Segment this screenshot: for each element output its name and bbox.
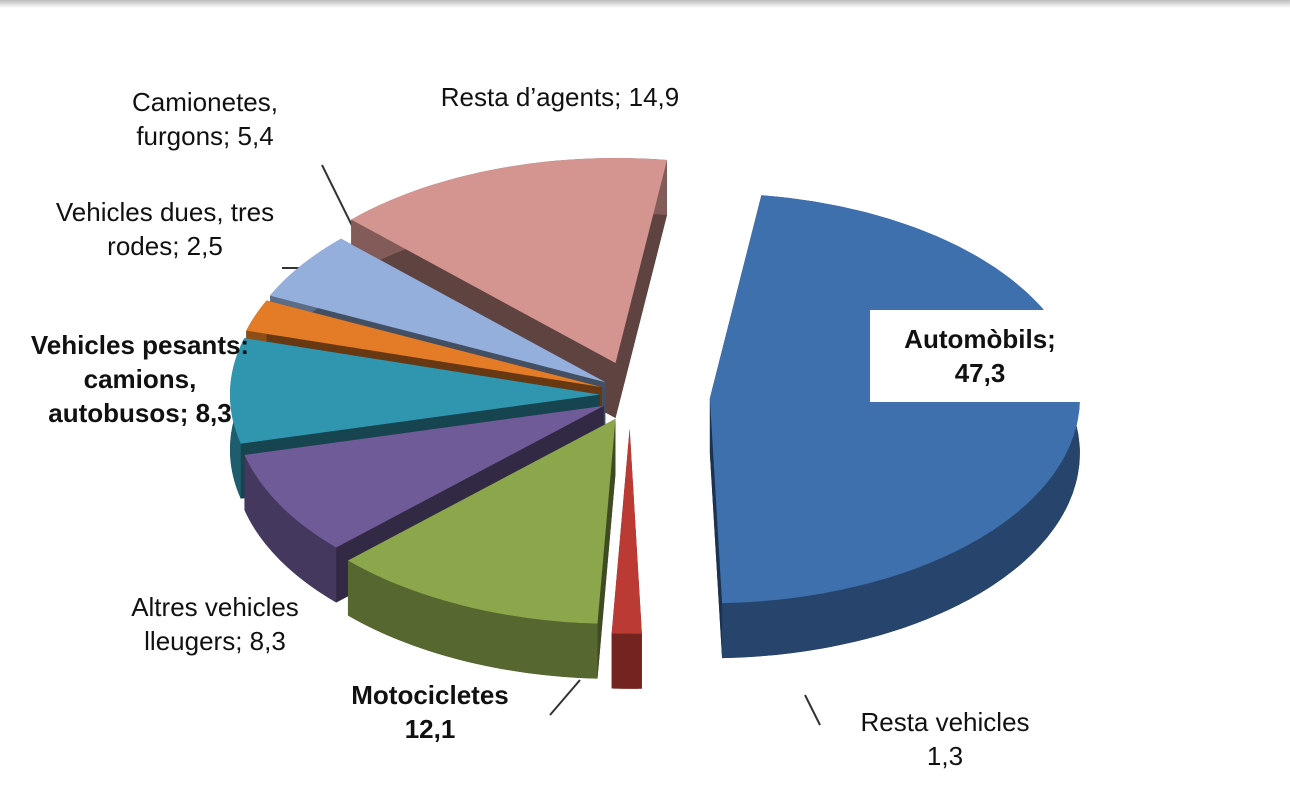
slice xyxy=(347,418,616,624)
slice-label: Vehicles pesants: camions, autobusos; 8,… xyxy=(10,328,270,430)
slice-group xyxy=(709,195,1080,659)
slice-group xyxy=(347,418,616,679)
category-label: Vehicles pesants: camions, autobusos; xyxy=(30,330,250,428)
category-label: Altres vehicles lleugers; xyxy=(131,592,299,656)
value-label: 8,3 xyxy=(195,398,232,428)
slice-label: Automòbils; 47,3 xyxy=(870,310,1090,402)
slice-label: Motocicletes 12,1 xyxy=(320,678,540,746)
slice xyxy=(230,338,601,444)
slice xyxy=(246,300,602,388)
category-label: Resta vehicles xyxy=(860,707,1030,737)
slice-label: Altres vehicles lleugers; 8,3 xyxy=(90,590,340,658)
category-label: Automòbils; xyxy=(904,324,1056,354)
leader-line xyxy=(804,694,821,726)
value-label: 14,9 xyxy=(628,82,680,112)
category-label: Resta d’agents; xyxy=(440,82,622,112)
slice-label: Resta d’agents; 14,9 xyxy=(430,80,690,114)
slice-cut-face xyxy=(597,418,616,679)
value-label: 47,3 xyxy=(954,358,1006,388)
slice-cut-face xyxy=(615,160,667,419)
slice-label: Resta vehicles 1,3 xyxy=(830,705,1060,773)
slice-label: Camionetes, furgons; 5,4 xyxy=(90,85,320,153)
slice-side xyxy=(611,633,642,689)
category-label: Camionetes, furgons; xyxy=(132,87,278,151)
slice-group xyxy=(611,428,642,689)
slice xyxy=(269,238,606,383)
top-rule xyxy=(0,0,1290,8)
value-label: 5,4 xyxy=(237,121,274,151)
category-label: Vehicles dues, tres rodes; xyxy=(55,197,275,261)
value-label: 12,1 xyxy=(404,714,456,744)
slice-label: Vehicles dues, tres rodes; 2,5 xyxy=(40,195,290,263)
slice-side xyxy=(244,454,337,603)
category-label: Motocicletes xyxy=(351,680,509,710)
slice-side xyxy=(347,560,598,679)
slice xyxy=(244,405,604,548)
slice-cut-face xyxy=(709,398,723,659)
slice xyxy=(351,158,667,364)
value-label: 8,3 xyxy=(249,626,286,656)
value-label: 2,5 xyxy=(186,231,223,261)
slice xyxy=(611,428,642,634)
leader-line xyxy=(549,679,581,716)
value-label: 1,3 xyxy=(926,741,964,771)
